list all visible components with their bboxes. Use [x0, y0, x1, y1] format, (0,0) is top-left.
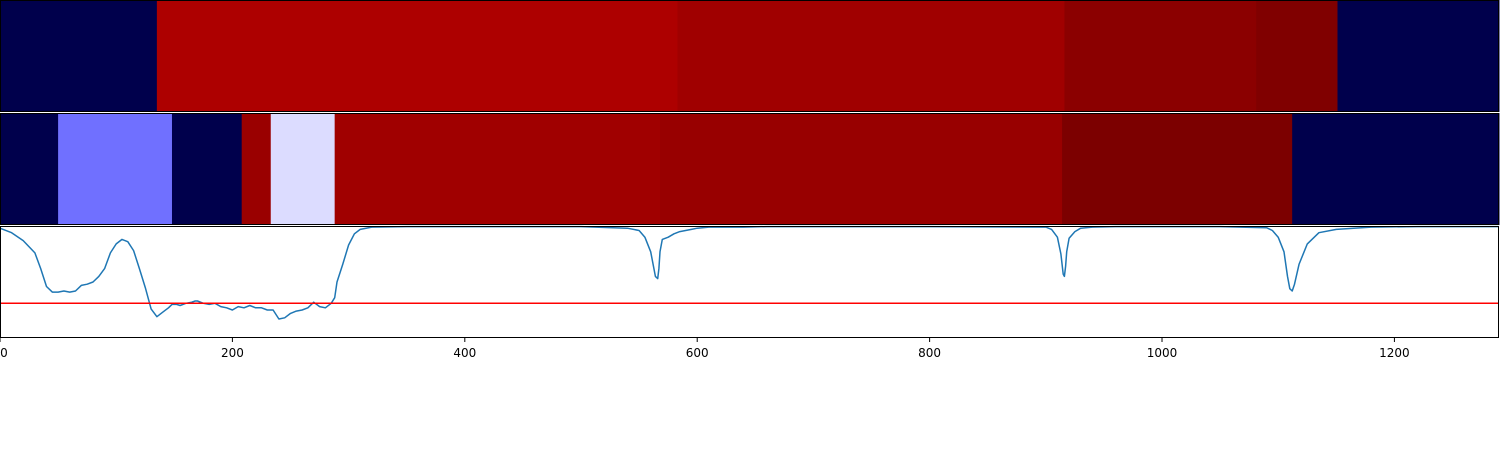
- heatmap-row-1-segment-4: [1064, 0, 1257, 112]
- x-tick-label-400: 400: [453, 346, 476, 360]
- x-tick-label-1000: 1000: [1147, 346, 1178, 360]
- heatmap-layer: [0, 0, 1500, 225]
- heatmap-row-2-segment-1: [0, 113, 59, 225]
- x-tick-label-600: 600: [686, 346, 709, 360]
- heatmap-row-2-segment-9: [1292, 113, 1500, 225]
- x-axis: 0 200 400 600 800 1000 1200: [0, 0, 1499, 360]
- heatmap-row-2-segment-8: [1062, 113, 1293, 225]
- series-line: [0, 225, 1499, 320]
- heatmap-row-1: [0, 0, 1500, 112]
- heatmap-row-2-frame: [0, 113, 1499, 225]
- x-tick-label-1200: 1200: [1379, 346, 1410, 360]
- heatmap-row-1-segment-6: [1337, 0, 1500, 112]
- line-panel: [0, 225, 1499, 338]
- line-panel-frame: [0, 226, 1499, 338]
- x-tick-label-800: 800: [918, 346, 941, 360]
- heatmap-row-2-segment-5: [270, 113, 336, 225]
- heatmap-row-1-segment-2: [156, 0, 678, 112]
- heatmap-row-2-segment-2: [58, 113, 173, 225]
- heatmap-row-2-segment-7: [660, 113, 1063, 225]
- x-tick-label-0: 0: [0, 346, 8, 360]
- heatmap-row-1-frame: [0, 0, 1499, 112]
- heatmap-row-1-segment-1: [0, 0, 158, 112]
- heatmap-row-1-segment-5: [1256, 0, 1338, 112]
- heatmap-row-2: [0, 113, 1500, 225]
- heatmap-row-2-segment-6: [334, 113, 661, 225]
- heatmap-row-2-segment-4: [241, 113, 272, 225]
- x-tick-label-200: 200: [221, 346, 244, 360]
- heatmap-row-2-segment-3: [171, 113, 243, 225]
- line-panel-background: [0, 226, 1499, 338]
- heatmap-row-1-segment-3: [677, 0, 1065, 112]
